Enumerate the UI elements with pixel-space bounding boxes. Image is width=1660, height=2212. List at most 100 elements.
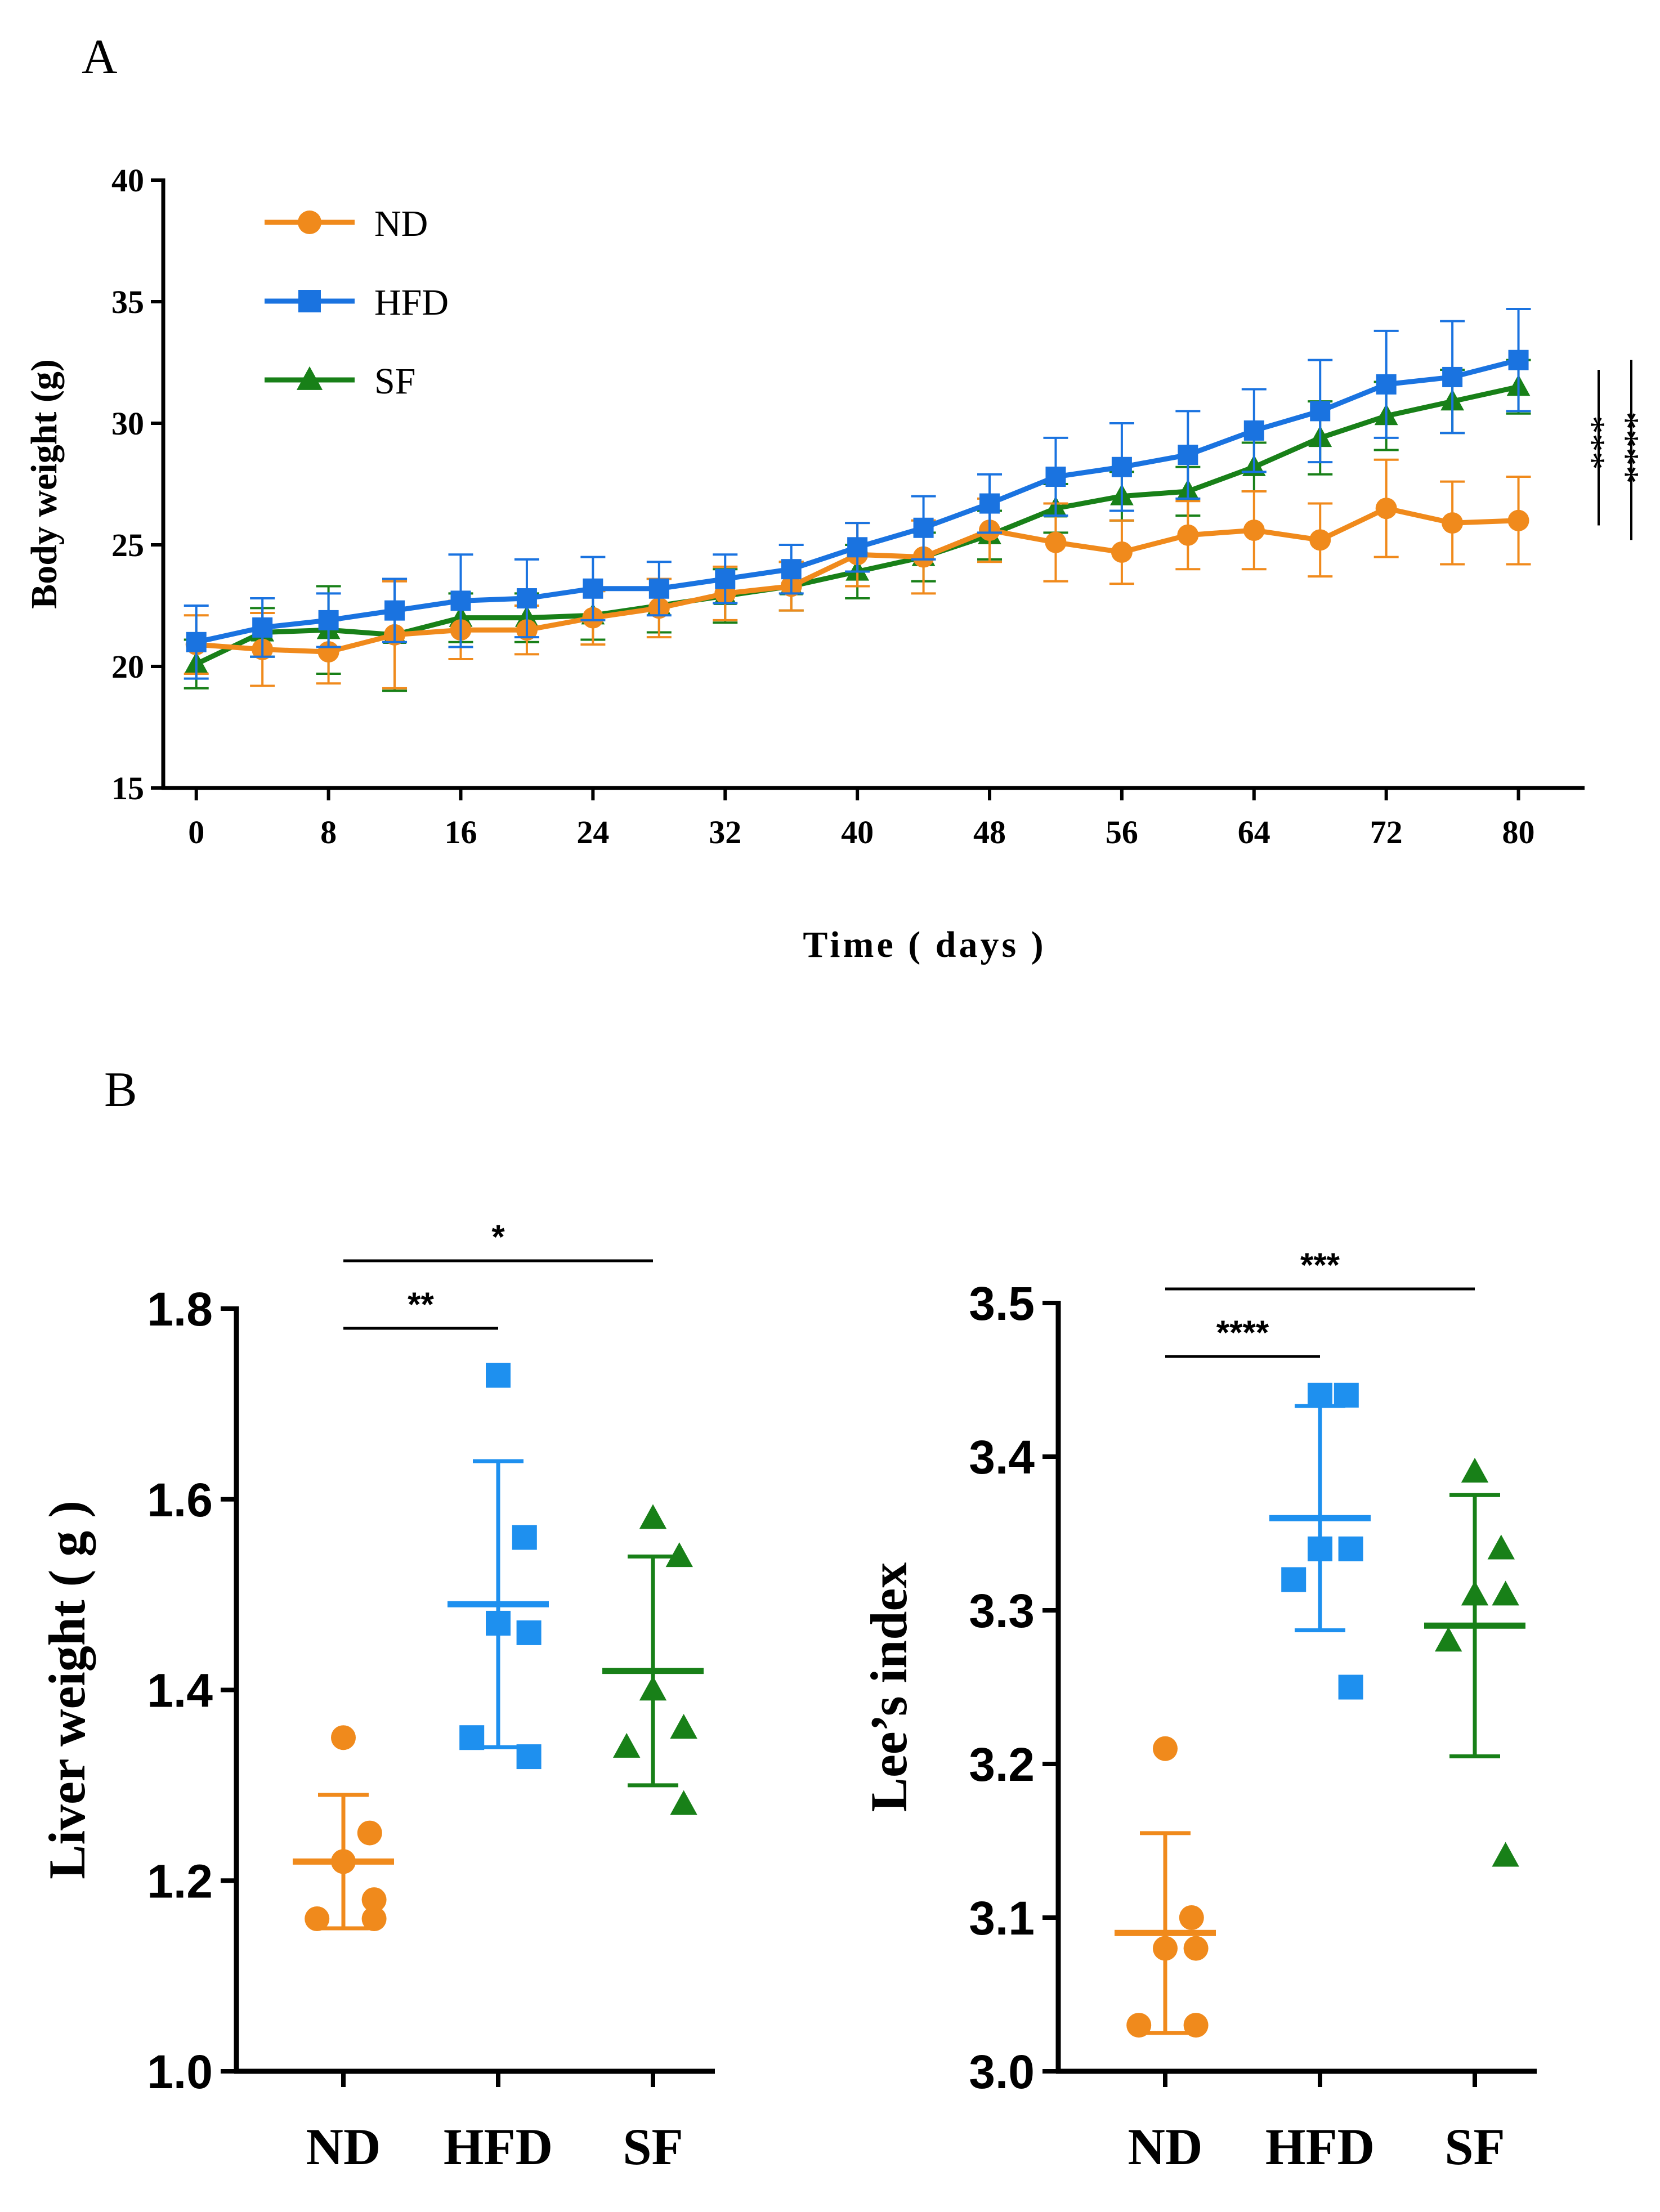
data-point [512, 1525, 537, 1550]
data-point [613, 1732, 641, 1758]
data-point [450, 590, 471, 611]
y-tick-label: 3.4 [969, 1431, 1035, 1484]
data-point [1111, 541, 1133, 563]
data-point [847, 537, 868, 558]
group-hfd [448, 1363, 549, 1770]
data-point [516, 1744, 542, 1770]
data-point [1153, 1736, 1178, 1761]
x-tick-label: HFD [444, 2118, 553, 2175]
data-point [1308, 1382, 1332, 1408]
data-point [516, 1620, 542, 1645]
data-point [1153, 1936, 1178, 1961]
data-point [1309, 529, 1331, 551]
data-point [1334, 1382, 1359, 1408]
data-point [1492, 1842, 1519, 1867]
legend-marker [296, 366, 323, 390]
x-tick-label: 56 [1106, 814, 1138, 850]
y-tick-label: 3.3 [969, 1584, 1035, 1637]
data-point [1308, 1536, 1332, 1561]
body-weight-chart: 15 20 25 30 35 40 0 8 16 24 32 40 48 56 64 72 80 Time ( d… [24, 162, 1646, 965]
legend-label: HFD [374, 282, 449, 323]
y-tick-label: 1.4 [147, 1664, 213, 1717]
y-tick-label: 3.1 [969, 1892, 1035, 1945]
x-tick-label: 48 [973, 814, 1006, 850]
y-tick-label: 3.5 [969, 1277, 1035, 1330]
x-tick-label: 8 [320, 814, 337, 850]
data-point [1183, 2013, 1209, 2038]
y-tick-label: 25 [111, 527, 144, 563]
liver-weight-chart: 1.0 1.2 1.4 1.6 1.8 ND HFD SF Liver weight ( g )… [38, 1218, 715, 2175]
data-point [1461, 1580, 1489, 1606]
x-tick-label: 16 [444, 814, 477, 850]
group-nd [1115, 1736, 1216, 2038]
panel-label-b: B [104, 1063, 137, 1117]
data-point [516, 588, 537, 609]
data-point [305, 1906, 330, 1931]
y-axis-title: Liver weight ( g ) [38, 1501, 96, 1879]
data-point [357, 1820, 382, 1846]
y-tick-label: 3.0 [969, 2045, 1035, 2098]
x-axis-title: Time ( days ) [803, 924, 1046, 965]
significance-label: * [491, 1218, 505, 1256]
x-tick-label: SF [1444, 2118, 1505, 2175]
x-tick-label: 32 [709, 814, 741, 850]
x-tick-label: 80 [1502, 814, 1535, 850]
x-tick-label: ND [1128, 2118, 1203, 2175]
data-point [1487, 1534, 1515, 1560]
significance-label: **** [1607, 411, 1646, 483]
data-point [1375, 498, 1397, 520]
panel-label-a: A [82, 30, 118, 84]
data-point [715, 568, 736, 589]
data-point [1111, 456, 1132, 477]
data-point [1310, 401, 1331, 422]
significance-label: *** [1573, 416, 1613, 470]
legend-marker [298, 290, 321, 312]
data-point [486, 1363, 511, 1388]
data-point [486, 1610, 511, 1636]
data-point [1126, 2013, 1152, 2038]
y-tick-label: 1.6 [147, 1474, 213, 1526]
data-point [1045, 467, 1066, 487]
data-point [639, 1504, 667, 1529]
y-tick-label: 1.0 [147, 2045, 213, 2098]
y-tick-label: 40 [111, 162, 144, 199]
data-point [639, 1676, 667, 1701]
y-tick-label: 3.2 [969, 1738, 1035, 1791]
data-point [252, 617, 273, 638]
data-point [331, 1725, 356, 1750]
significance-label: *** [1300, 1246, 1340, 1284]
series-hfd [184, 307, 1531, 680]
x-tick-label: 72 [1370, 814, 1403, 850]
group-hfd [1269, 1382, 1371, 1700]
data-point [1243, 420, 1264, 441]
data-point [1178, 445, 1198, 465]
data-point [384, 600, 405, 621]
legend-label: SF [374, 361, 415, 402]
data-point [1376, 374, 1397, 395]
data-point [1442, 366, 1463, 387]
data-point [331, 1849, 356, 1874]
y-tick-label: 20 [111, 648, 144, 685]
data-point [1461, 1458, 1489, 1483]
data-point [1281, 1567, 1306, 1592]
group-sf [602, 1504, 704, 1815]
group-sf [1424, 1458, 1525, 1867]
y-tick-label: 1.8 [147, 1283, 213, 1336]
data-point [459, 1725, 485, 1750]
data-point [665, 1542, 693, 1568]
data-point [1177, 524, 1199, 546]
data-point [1492, 1580, 1519, 1606]
data-point [1179, 1905, 1204, 1930]
x-tick-label: HFD [1265, 2118, 1375, 2175]
significance-label: **** [1216, 1314, 1269, 1351]
data-point [1508, 350, 1529, 370]
x-tick-label: ND [306, 2118, 381, 2175]
significance-label: ** [408, 1286, 434, 1323]
data-point [670, 1790, 697, 1815]
x-tick-label: SF [623, 2118, 683, 2175]
data-point [1507, 509, 1529, 531]
group-nd [293, 1725, 394, 1931]
x-tick-label: 40 [841, 814, 874, 850]
x-tick-label: 24 [576, 814, 609, 850]
